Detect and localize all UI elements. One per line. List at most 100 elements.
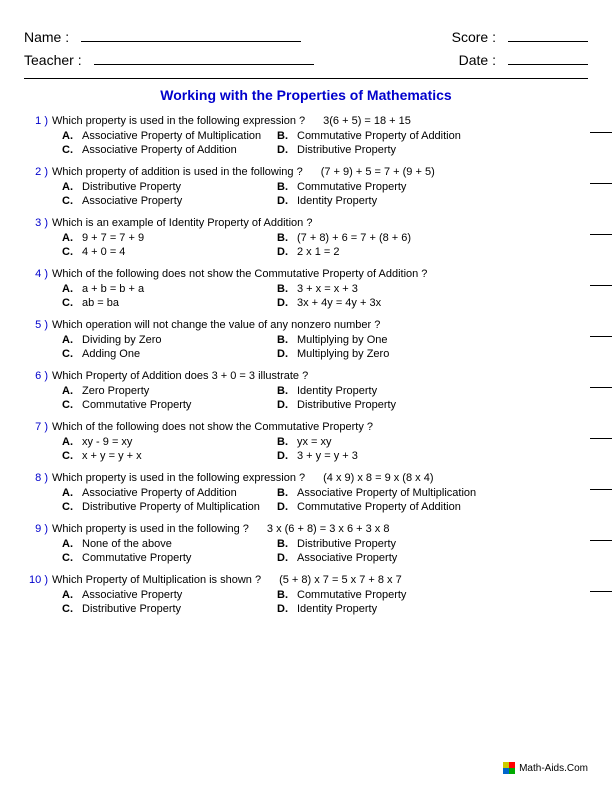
- option-text: Multiplying by Zero: [297, 348, 389, 360]
- question: 1 ) Which property is used in the followi…: [24, 115, 588, 158]
- question-expression: 3(6 + 5) = 18 + 15: [323, 115, 411, 127]
- option-text: 2 x 1 = 2: [297, 246, 340, 258]
- option-letter: A.: [62, 283, 82, 295]
- name-label: Name :: [24, 29, 69, 45]
- question-text: Which of the following does not show the…: [52, 268, 427, 280]
- score-label: Score :: [452, 29, 496, 45]
- option-letter: D.: [277, 450, 297, 462]
- option-letter: D.: [277, 195, 297, 207]
- option-text: x + y = y + x: [82, 450, 142, 462]
- options: A.Associative PropertyC.Distributive Pro…: [62, 589, 588, 617]
- footer-icon: [503, 762, 515, 774]
- teacher-blank: [94, 51, 314, 65]
- question-text: Which Property of Addition does 3 + 0 = …: [52, 370, 308, 382]
- option-letter: A.: [62, 181, 82, 193]
- options: A.a + b = b + aC.ab = baB.3 + x = x + 3D…: [62, 283, 588, 311]
- question: 7 ) Which of the following does not show …: [24, 421, 588, 464]
- question: 5 ) Which operation will not change the v…: [24, 319, 588, 362]
- question-text: Which of the following does not show the…: [52, 421, 373, 433]
- option-letter: B.: [277, 385, 297, 397]
- option-text: xy - 9 = xy: [82, 436, 132, 448]
- question: 9 )Which property is used in the followi…: [24, 523, 588, 566]
- option-letter: C.: [62, 603, 82, 615]
- option-text: Associative Property of Addition: [82, 144, 237, 156]
- question-number: 5 ): [24, 319, 48, 331]
- option-letter: B.: [277, 232, 297, 244]
- header-row-1: Name : Score :: [24, 28, 588, 45]
- option-letter: C.: [62, 501, 82, 513]
- option-letter: B.: [277, 181, 297, 193]
- option-letter: D.: [277, 297, 297, 309]
- question: 2 ) Which property of addition is used in…: [24, 166, 588, 209]
- option-text: Associative Property: [82, 195, 182, 207]
- name-blank: [81, 28, 301, 42]
- question-expression: 3 x (6 + 8) = 3 x 6 + 3 x 8: [267, 523, 390, 535]
- option-text: Associative Property: [82, 589, 182, 601]
- question-number: 1 ): [24, 115, 48, 127]
- question: 4 )Which of the following does not show …: [24, 268, 588, 311]
- question-text: Which property is used in the following …: [52, 523, 249, 535]
- question-number: 2 ): [24, 166, 48, 178]
- question-text: Which property is used in the following …: [52, 472, 305, 484]
- option-text: ab = ba: [82, 297, 119, 309]
- option-text: Commutative Property: [82, 552, 191, 564]
- question-number: 8 ): [24, 472, 48, 484]
- option-text: Distributive Property of Multiplication: [82, 501, 260, 513]
- option-letter: A.: [62, 130, 82, 142]
- question-expression: (4 x 9) x 8 = 9 x (8 x 4): [323, 472, 433, 484]
- option-text: Distributive Property: [297, 538, 396, 550]
- option-letter: D.: [277, 246, 297, 258]
- answer-blank: [590, 591, 612, 592]
- question: 10 ) Which Property of Multiplication is …: [24, 574, 588, 617]
- option-letter: B.: [277, 334, 297, 346]
- option-letter: D.: [277, 348, 297, 360]
- date-label: Date :: [459, 52, 496, 68]
- header-row-2: Teacher : Date :: [24, 51, 588, 68]
- option-letter: A.: [62, 538, 82, 550]
- question-number: 3 ): [24, 217, 48, 229]
- option-letter: C.: [62, 297, 82, 309]
- question-expression: (7 + 9) + 5 = 7 + (9 + 5): [321, 166, 435, 178]
- option-letter: B.: [277, 589, 297, 601]
- answer-blank: [590, 387, 612, 388]
- answer-blank: [590, 438, 612, 439]
- option-text: Identity Property: [297, 385, 377, 397]
- question-expression: (5 + 8) x 7 = 5 x 7 + 8 x 7: [279, 574, 402, 586]
- questions-container: 1 ) Which property is used in the followi…: [24, 115, 588, 617]
- option-letter: A.: [62, 436, 82, 448]
- option-text: Distributive Property: [82, 181, 181, 193]
- option-letter: A.: [62, 334, 82, 346]
- date-blank: [508, 51, 588, 65]
- option-letter: C.: [62, 552, 82, 564]
- question-text: Which property of addition is used in th…: [52, 166, 303, 178]
- question-text: Which Property of Multiplication is show…: [52, 574, 261, 586]
- answer-blank: [590, 285, 612, 286]
- option-letter: B.: [277, 130, 297, 142]
- option-letter: A.: [62, 589, 82, 601]
- option-letter: A.: [62, 487, 82, 499]
- option-letter: A.: [62, 232, 82, 244]
- question-number: 7 ): [24, 421, 48, 433]
- option-letter: C.: [62, 246, 82, 258]
- question: 3 )Which is an example of Identity Prope…: [24, 217, 588, 260]
- option-letter: C.: [62, 399, 82, 411]
- question-text: Which property is used in the following …: [52, 115, 305, 127]
- answer-blank: [590, 489, 612, 490]
- question-number: 10 ): [24, 574, 48, 586]
- option-text: Multiplying by One: [297, 334, 388, 346]
- options: A.9 + 7 = 7 + 9C.4 + 0 = 4B.(7 + 8) + 6 …: [62, 232, 588, 260]
- option-letter: D.: [277, 552, 297, 564]
- option-text: Identity Property: [297, 603, 377, 615]
- option-text: Dividing by Zero: [82, 334, 161, 346]
- footer-text: Math-Aids.Com: [519, 763, 588, 774]
- option-text: Adding One: [82, 348, 140, 360]
- option-text: Distributive Property: [297, 144, 396, 156]
- option-letter: D.: [277, 399, 297, 411]
- option-text: Distributive Property: [297, 399, 396, 411]
- option-letter: B.: [277, 436, 297, 448]
- score-blank: [508, 28, 588, 42]
- option-text: Commutative Property: [82, 399, 191, 411]
- option-text: Associative Property: [297, 552, 397, 564]
- option-text: 3 + x = x + 3: [297, 283, 358, 295]
- question-text: Which operation will not change the valu…: [52, 319, 380, 331]
